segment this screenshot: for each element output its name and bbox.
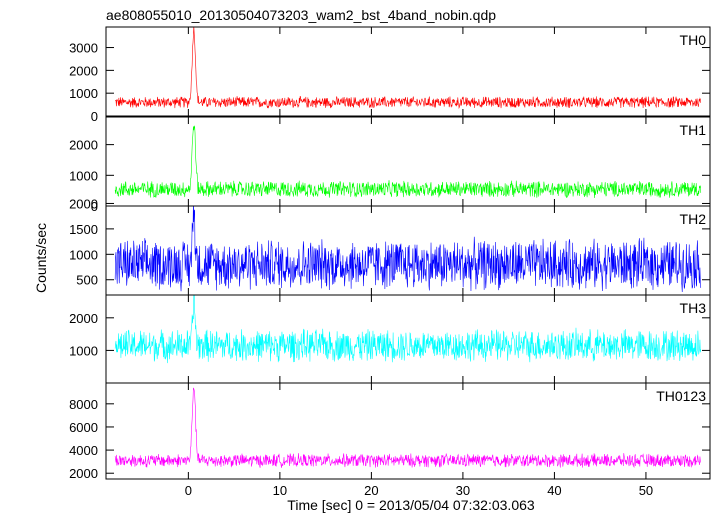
panel-label-th0123: TH0123 <box>656 388 706 404</box>
series-line-th1 <box>114 125 702 198</box>
y-tick-label: 6000 <box>69 420 98 435</box>
x-tick-label: 0 <box>185 483 192 498</box>
y-tick-label: 2000 <box>69 196 98 211</box>
x-tick-label: 10 <box>273 483 287 498</box>
y-tick-label: 0 <box>91 199 98 214</box>
x-axis-label: Time [sec] 0 = 2013/05/04 07:32:03.063 <box>287 497 535 513</box>
panel-th0: 0 1000 2000 3000 TH0 <box>69 26 711 124</box>
x-tick-label: 20 <box>364 483 378 498</box>
series-line-th0 <box>114 27 702 110</box>
panel-frame <box>105 116 711 207</box>
y-tick-label: 500 <box>76 273 98 288</box>
panel-label-th3: TH3 <box>680 300 707 316</box>
panel-label-th0: TH0 <box>680 32 707 48</box>
y-tick-label: 2000 <box>69 63 98 78</box>
panel-th2: 500 1000 1500 2000 TH2 <box>69 196 711 296</box>
panel-label-th2: TH2 <box>680 211 707 227</box>
panel-frame <box>105 382 711 480</box>
panels-group: 0100020003000TH0010002000TH1500100015002… <box>69 26 711 498</box>
y-tick-label: 2000 <box>69 138 98 153</box>
series-line-th3 <box>114 295 702 364</box>
y-tick-label: 1000 <box>69 247 98 262</box>
x-tick-label: 40 <box>547 483 561 498</box>
y-tick-label: 1000 <box>69 343 98 358</box>
x-tick-label: 50 <box>639 483 653 498</box>
panel-th1: 0 1000 2000 TH1 <box>69 116 711 214</box>
panel-th3: 1000 2000 TH3 <box>69 294 711 384</box>
y-tick-label: 2000 <box>69 466 98 481</box>
y-tick-label: 2000 <box>69 311 98 326</box>
y-tick-label: 0 <box>91 109 98 124</box>
y-axis-label: Counts/sec <box>33 223 49 293</box>
panel-label-th1: TH1 <box>680 122 707 138</box>
chart-title: ae808055010_20130504073203_wam2_bst_4ban… <box>106 7 496 23</box>
series-line-th0123 <box>114 387 702 468</box>
y-tick-label: 1000 <box>69 168 98 183</box>
series-line-th2 <box>114 206 702 293</box>
y-tick-label: 1500 <box>69 222 98 237</box>
x-tick-label: 30 <box>456 483 470 498</box>
y-tick-label: 3000 <box>69 41 98 56</box>
y-tick-label: 1000 <box>69 86 98 101</box>
panel-frame <box>105 26 711 117</box>
y-tick-label: 8000 <box>69 397 98 412</box>
y-tick-label: 4000 <box>69 443 98 458</box>
panel-th0123: 2000 4000 6000 8000 TH0123 0 10 20 30 40 50 <box>69 382 711 498</box>
